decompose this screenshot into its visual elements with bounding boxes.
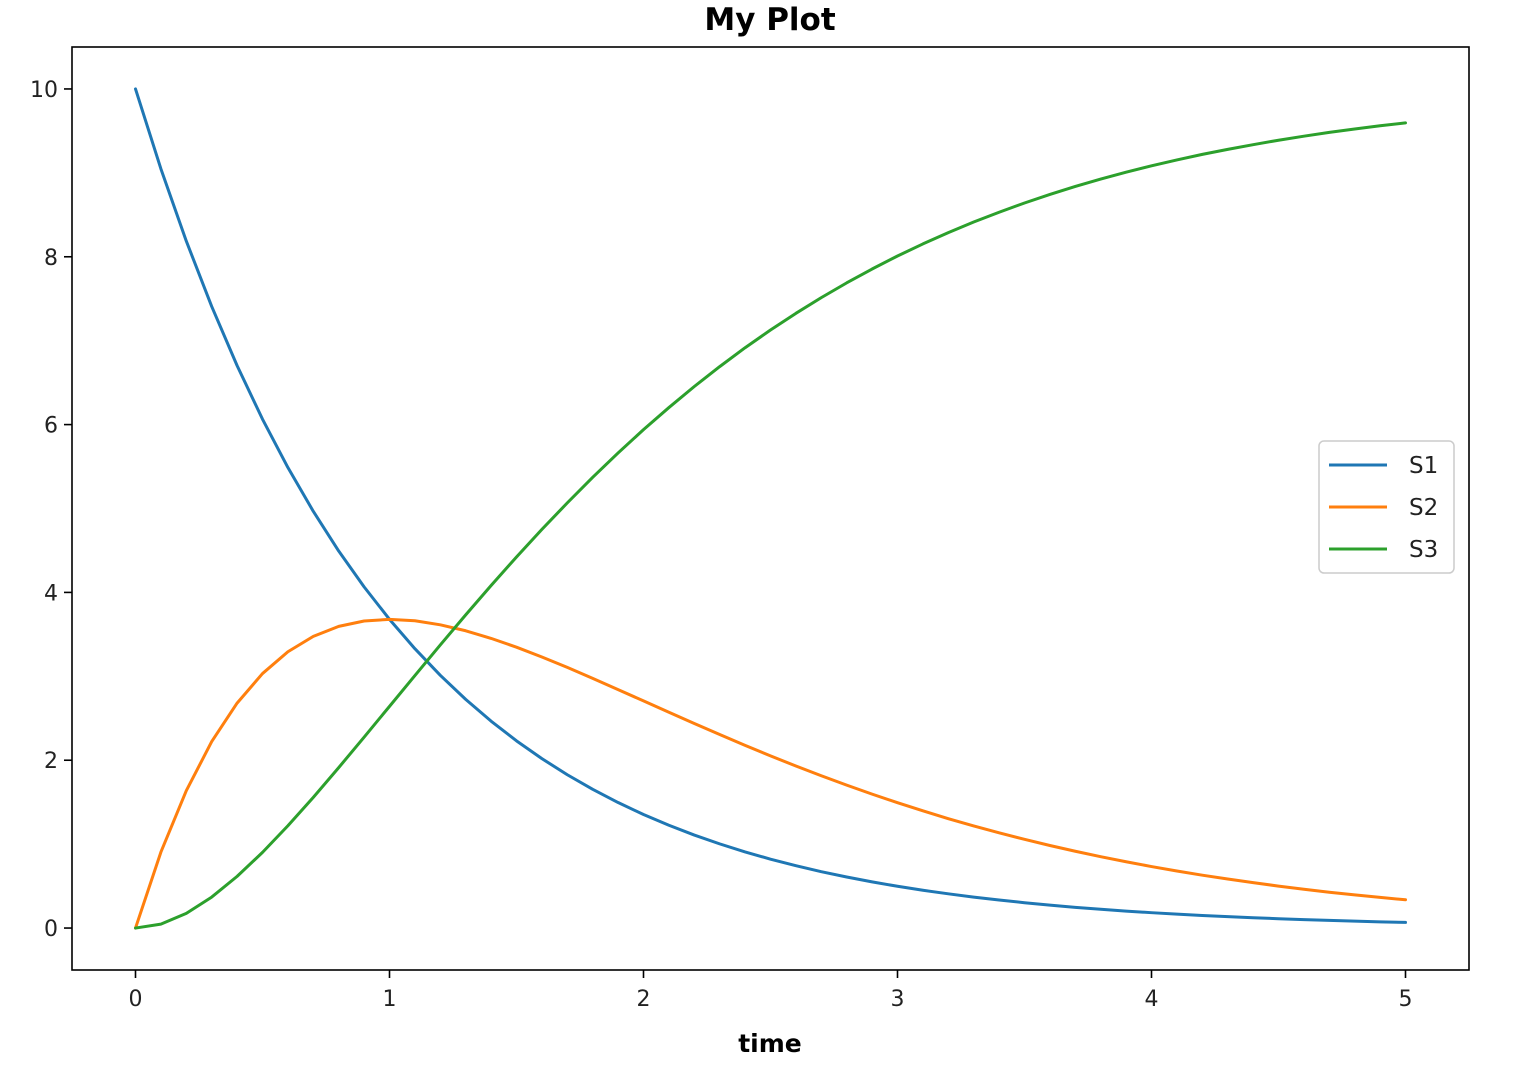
y-tick-label: 4 — [44, 581, 58, 606]
plot-area — [71, 46, 1470, 971]
x-tick-label: 2 — [637, 987, 651, 1012]
y-tick-label: 10 — [30, 78, 58, 103]
legend-label-s2: S2 — [1409, 495, 1438, 521]
y-tick-label: 2 — [44, 749, 58, 774]
x-tick-label: 1 — [383, 987, 397, 1012]
x-axis: 0 1 2 3 4 5 — [129, 970, 1413, 1012]
x-tick-label: 0 — [129, 987, 143, 1012]
series-layer — [134, 87, 1407, 930]
x-axis-label: time — [738, 1029, 802, 1058]
legend-label-s3: S3 — [1409, 537, 1438, 563]
x-tick-label: 5 — [1399, 987, 1413, 1012]
series-line-s1 — [134, 87, 1407, 924]
legend: S1 S2 S3 — [1318, 440, 1455, 574]
series-line-s2 — [134, 617, 1407, 930]
y-axis: 0 2 4 6 8 10 — [30, 78, 72, 942]
x-tick-label: 4 — [1145, 987, 1159, 1012]
chart-title: My Plot — [704, 2, 835, 38]
series-line-s3 — [134, 121, 1407, 930]
y-tick-label: 8 — [44, 246, 58, 271]
y-tick-label: 0 — [44, 917, 58, 942]
legend-label-s1: S1 — [1409, 453, 1438, 479]
x-tick-label: 3 — [891, 987, 905, 1012]
y-tick-label: 6 — [44, 414, 58, 439]
